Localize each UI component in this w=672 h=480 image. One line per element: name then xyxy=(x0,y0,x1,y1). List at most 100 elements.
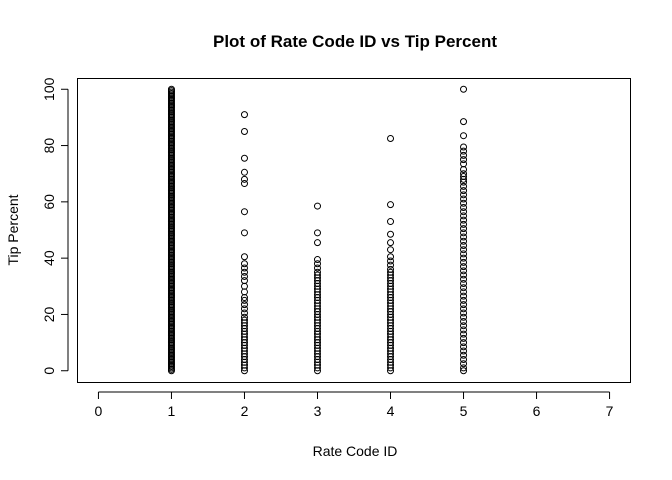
data-point xyxy=(240,208,248,216)
data-point xyxy=(313,239,321,247)
data-point xyxy=(240,294,248,302)
x-tick-label: 3 xyxy=(314,403,322,419)
data-point xyxy=(460,275,468,283)
x-axis-label: Rate Code ID xyxy=(313,443,398,459)
data-point xyxy=(240,175,248,183)
data-point xyxy=(240,309,248,317)
data-point xyxy=(460,233,468,241)
y-tick-label: 60 xyxy=(41,194,57,210)
y-tick-label: 20 xyxy=(41,306,57,322)
data-point xyxy=(460,355,468,363)
x-axis: 0 1 2 3 4 5 6 7 xyxy=(95,391,614,419)
data-point xyxy=(240,272,248,280)
data-point xyxy=(387,364,395,372)
data-point xyxy=(313,264,321,272)
data-point xyxy=(460,225,468,233)
data-point xyxy=(460,263,468,271)
data-point xyxy=(460,347,468,355)
data-point xyxy=(460,147,468,155)
data-point xyxy=(387,246,395,254)
data-point xyxy=(460,309,468,317)
data-point xyxy=(460,279,468,287)
x-tick-label: 7 xyxy=(606,403,614,419)
data-point xyxy=(460,178,468,186)
x-tick-label: 1 xyxy=(168,403,176,419)
data-point xyxy=(240,168,248,176)
data-point xyxy=(460,229,468,237)
data-point xyxy=(460,360,468,368)
data-point xyxy=(460,156,468,164)
data-point xyxy=(387,230,395,238)
data-point xyxy=(240,296,248,304)
data-point xyxy=(460,271,468,279)
data-point xyxy=(387,135,395,143)
data-point xyxy=(460,143,468,151)
data-point xyxy=(387,261,395,269)
chart-title: Plot of Rate Code ID vs Tip Percent xyxy=(213,32,497,51)
data-point xyxy=(460,364,468,372)
data-point xyxy=(460,326,468,334)
data-point xyxy=(460,151,468,159)
data-point xyxy=(313,229,321,237)
data-point xyxy=(460,241,468,249)
data-point xyxy=(460,175,468,183)
x-tick-label: 6 xyxy=(533,403,541,419)
data-point xyxy=(460,330,468,338)
data-point xyxy=(240,282,248,290)
data-point xyxy=(240,180,248,188)
data-point xyxy=(460,317,468,325)
data-point xyxy=(460,313,468,321)
data-point xyxy=(460,187,468,195)
data-point xyxy=(240,367,248,375)
data-point xyxy=(167,85,175,93)
data-point xyxy=(460,237,468,245)
data-point xyxy=(240,277,248,285)
data-point xyxy=(460,322,468,330)
data-point xyxy=(460,339,468,347)
data-point xyxy=(460,208,468,216)
x-tick-label: 5 xyxy=(460,403,468,419)
data-point xyxy=(387,367,395,375)
data-point xyxy=(460,367,468,375)
data-point xyxy=(460,203,468,211)
data-point xyxy=(460,250,468,258)
data-point xyxy=(387,253,395,261)
data-point xyxy=(460,258,468,266)
data-point xyxy=(240,111,248,119)
data-point xyxy=(240,127,248,135)
x-tick-label: 4 xyxy=(387,403,395,419)
data-point xyxy=(460,284,468,292)
data-point xyxy=(460,351,468,359)
data-point xyxy=(460,132,468,140)
x-tick-label: 0 xyxy=(95,403,103,419)
y-tick-label: 80 xyxy=(41,138,57,154)
y-tick-label: 0 xyxy=(41,367,57,375)
data-point xyxy=(460,254,468,262)
data-point xyxy=(240,253,248,261)
plot-area-border xyxy=(77,78,631,383)
data-point xyxy=(387,218,395,226)
x-tick-label: 2 xyxy=(241,403,249,419)
data-point xyxy=(240,154,248,162)
data-point xyxy=(313,256,321,264)
data-point xyxy=(460,220,468,228)
data-point xyxy=(460,85,468,93)
data-point xyxy=(240,264,248,272)
data-point xyxy=(460,216,468,224)
data-point xyxy=(240,229,248,237)
data-point xyxy=(460,199,468,207)
y-axis: 0 20 40 60 80 100 xyxy=(41,77,69,375)
data-point xyxy=(460,246,468,254)
data-point xyxy=(313,260,321,268)
data-point xyxy=(460,288,468,296)
data-point xyxy=(240,268,248,276)
data-point xyxy=(460,182,468,190)
data-point xyxy=(240,364,248,372)
data-point xyxy=(313,364,321,372)
data-points xyxy=(167,85,468,375)
data-point xyxy=(460,195,468,203)
data-point xyxy=(240,305,248,313)
y-tick-label: 40 xyxy=(41,250,57,266)
data-point xyxy=(460,301,468,309)
